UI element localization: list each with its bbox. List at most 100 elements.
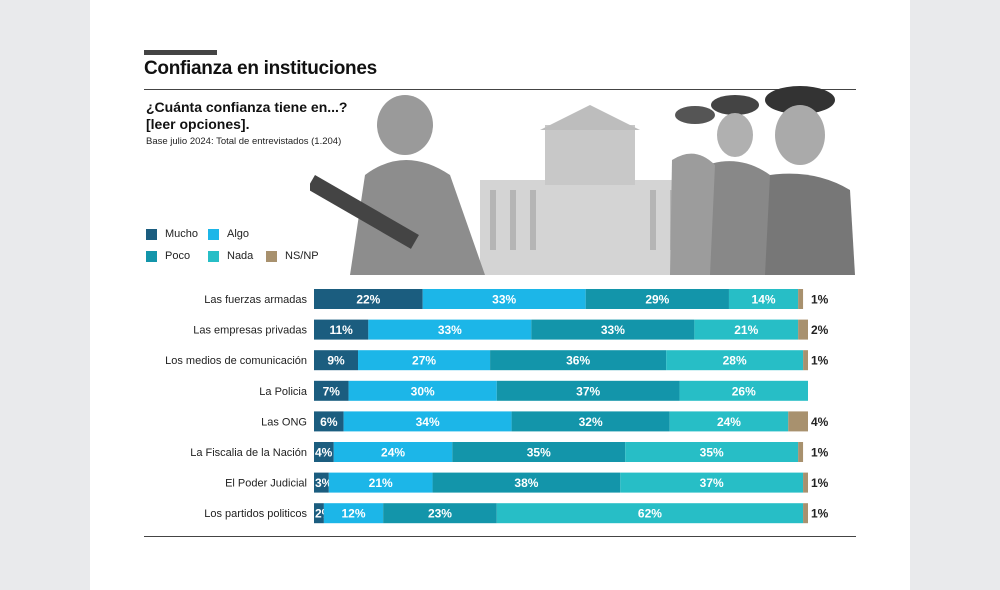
bar-segment-mucho — [314, 503, 324, 524]
data-label-nsnp: 1% — [811, 293, 829, 307]
bar-segment-nada — [625, 442, 799, 462]
data-label: 32% — [579, 415, 603, 429]
data-label: 35% — [527, 446, 551, 460]
data-label-nsnp: 1% — [811, 507, 829, 521]
bar-segment-nada — [620, 472, 804, 493]
data-label: 37% — [576, 384, 600, 398]
data-label: 3% — [315, 476, 333, 490]
data-label: 62% — [638, 507, 662, 521]
bar-segment-nada — [694, 319, 799, 340]
bar-segment-algo — [323, 503, 384, 524]
bar-segment-nsnp — [798, 289, 804, 309]
bar-segment-mucho — [314, 319, 369, 340]
category-label: La Policia — [259, 386, 308, 398]
data-label: 21% — [734, 323, 758, 337]
data-label: 33% — [601, 323, 625, 337]
chart-title: Confianza en instituciones — [144, 58, 377, 79]
data-label: 7% — [323, 384, 341, 398]
category-label: Los partidos politicos — [204, 508, 307, 520]
bar-segment-mucho — [314, 380, 349, 401]
bar-segment-poco — [511, 411, 670, 432]
legend-swatch — [266, 250, 277, 262]
data-label: 22% — [356, 293, 380, 307]
bar-segment-poco — [452, 442, 626, 462]
bar-segment-nada — [728, 289, 799, 309]
category-label: El Poder Judicial — [225, 478, 307, 490]
data-label: 9% — [327, 354, 345, 368]
title-accent-bar — [144, 50, 217, 55]
data-label: 12% — [342, 507, 366, 521]
bar-segment-mucho — [314, 442, 334, 462]
bar-segment-algo — [343, 411, 512, 432]
bar-segment-nsnp — [798, 319, 808, 340]
bar-segment-algo — [358, 350, 491, 371]
title-divider — [144, 89, 856, 90]
data-label: 33% — [438, 323, 462, 337]
bar-segment-nsnp — [803, 350, 808, 371]
data-label: 29% — [645, 293, 669, 307]
category-label: Las ONG — [261, 416, 307, 428]
bar-segment-poco — [585, 289, 729, 309]
data-label: 6% — [320, 415, 338, 429]
category-label: La Fiscalia de la Nación — [190, 447, 307, 459]
bar-segment-poco — [383, 503, 497, 524]
data-label: 11% — [329, 323, 353, 337]
data-label: 24% — [717, 415, 741, 429]
legend-item-nsnp: NS/NP — [266, 250, 319, 262]
bar-segment-algo — [328, 472, 433, 493]
legend-item-poco: Poco — [146, 250, 190, 262]
category-label: Las fuerzas armadas — [204, 294, 307, 306]
bar-segment-nsnp — [803, 503, 808, 524]
question-line-2: [leer opciones]. — [146, 116, 250, 132]
bar-segment-poco — [490, 350, 667, 371]
data-label: 34% — [416, 415, 440, 429]
bar-segment-algo — [368, 319, 532, 340]
legend-swatch — [208, 250, 219, 262]
data-label: 24% — [381, 446, 405, 460]
legend-swatch — [146, 228, 157, 240]
data-label: 33% — [492, 293, 516, 307]
institutions-photo-illustration — [310, 86, 855, 275]
category-label: Los medios de comunicación — [165, 355, 307, 367]
bar-segment-nsnp — [788, 411, 808, 432]
data-label: 37% — [700, 476, 724, 490]
question: ¿Cuánta confianza tiene en...? [leer opc… — [146, 99, 347, 133]
bar-segment-algo — [348, 380, 497, 401]
bar-segment-nada — [666, 350, 804, 371]
bar-segment-poco — [432, 472, 621, 493]
data-label: 14% — [752, 293, 776, 307]
legend-swatch — [146, 250, 157, 262]
bar-segment-poco — [531, 319, 695, 340]
data-label: 36% — [566, 354, 590, 368]
bar-segment-algo — [333, 442, 453, 462]
data-label: 38% — [514, 476, 538, 490]
legend-item-algo: Algo — [208, 228, 249, 240]
data-label: 21% — [369, 476, 393, 490]
data-label-nsnp: 2% — [811, 323, 829, 337]
data-label: 35% — [700, 446, 724, 460]
legend-item-mucho: Mucho — [146, 228, 198, 240]
data-label-nsnp: 1% — [811, 446, 829, 460]
bar-segment-nada — [496, 503, 804, 524]
data-label-nsnp: 4% — [811, 415, 829, 429]
bar-segment-algo — [422, 289, 586, 309]
base-note: Base julio 2024: Total de entrevistados … — [146, 136, 342, 147]
data-label: 4% — [315, 446, 333, 460]
bar-segment-poco — [496, 380, 680, 401]
bar-segment-nada — [679, 380, 808, 401]
question-line-1: ¿Cuánta confianza tiene en...? — [146, 99, 348, 115]
bottom-divider — [144, 536, 856, 537]
data-label: 26% — [732, 384, 756, 398]
data-label-nsnp: 1% — [811, 476, 829, 490]
bar-segment-nsnp — [803, 472, 808, 493]
bar-segment-mucho — [314, 472, 329, 493]
bar-segment-mucho — [314, 350, 359, 371]
data-label: 27% — [412, 354, 436, 368]
data-label-nsnp: 1% — [811, 354, 829, 368]
legend-swatch — [208, 228, 219, 240]
data-label: 23% — [428, 507, 452, 521]
data-label: 28% — [723, 354, 747, 368]
bar-segment-nsnp — [798, 442, 804, 462]
category-label: Las empresas privadas — [193, 325, 307, 337]
